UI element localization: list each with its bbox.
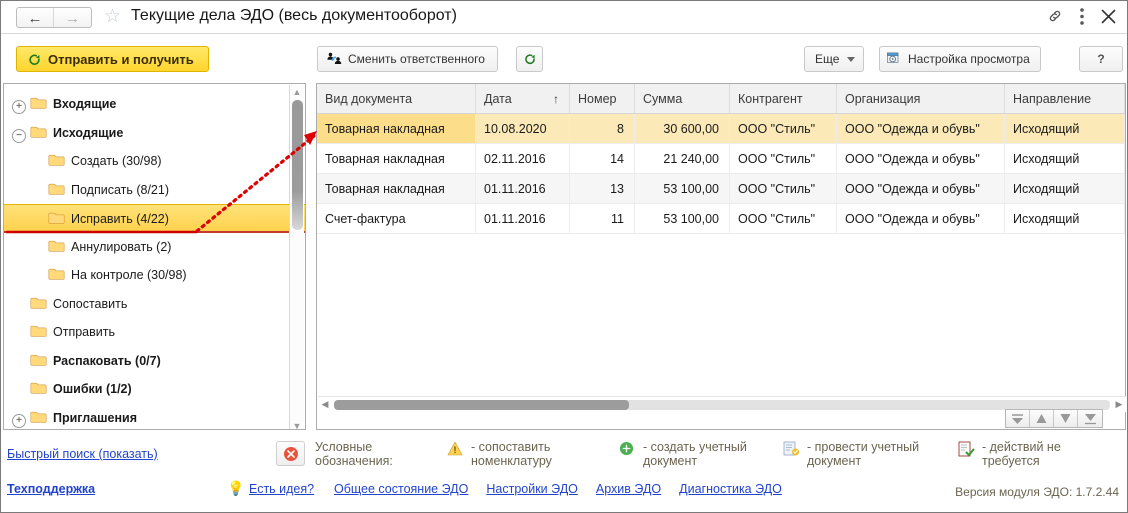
svg-text:!: ! <box>454 445 457 455</box>
